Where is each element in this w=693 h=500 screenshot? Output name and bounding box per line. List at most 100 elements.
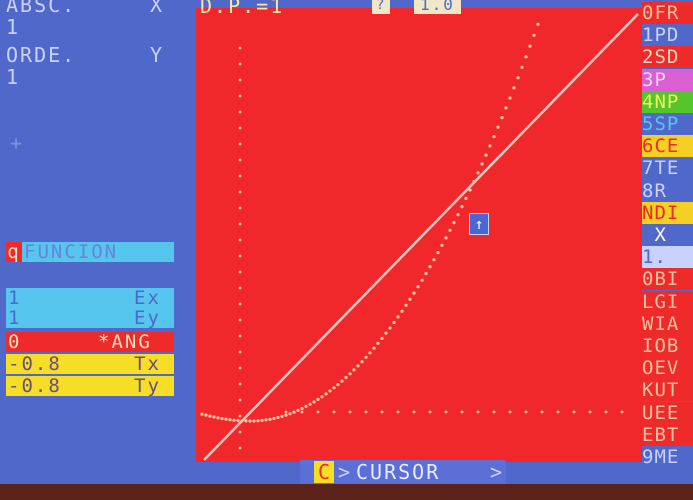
axis-dot [364, 410, 368, 414]
axis-dot [238, 62, 242, 66]
menu-item[interactable]: EBT [642, 423, 693, 446]
axis-dot [238, 382, 242, 386]
curve-dot [460, 205, 464, 209]
curve-dot [340, 379, 344, 383]
curve-dot [520, 65, 524, 69]
axis-dot [238, 286, 242, 290]
axis-dot [540, 410, 544, 414]
curve-dot [496, 125, 500, 129]
ang-label: *ANG [98, 331, 152, 353]
curve-dot [396, 315, 400, 319]
menu-item[interactable]: NDI [642, 201, 693, 224]
axis-dot [284, 410, 288, 414]
menu-item[interactable]: UEE [642, 401, 693, 424]
curve-dot [428, 265, 432, 269]
axis-dot [238, 302, 242, 306]
ty-label: Ty [134, 375, 161, 397]
menu-item[interactable]: 1PD [642, 24, 693, 47]
curve-dot [532, 33, 536, 37]
menu-item[interactable]: 3P [642, 68, 693, 91]
menu-item[interactable]: 5SP [642, 113, 693, 135]
axis-dot [238, 366, 242, 370]
menu-item[interactable]: 6CE [642, 135, 693, 158]
menu-item[interactable]: IOB [642, 335, 693, 357]
axis-dot [238, 238, 242, 242]
menu-item[interactable]: 0FR [642, 2, 693, 24]
ex-field[interactable]: 1 Ex [6, 288, 174, 308]
curve-dot [288, 412, 292, 416]
menu-item[interactable]: 1. [642, 246, 693, 269]
menu-item[interactable]: 0BI [642, 268, 693, 291]
menu-item[interactable]: 2SD [642, 46, 693, 69]
ty-field[interactable]: -0.8 Ty [6, 376, 174, 396]
curve-dot [416, 285, 420, 289]
curve-dot [324, 392, 328, 396]
axis-dot [238, 142, 242, 146]
menu-item[interactable]: 4NP [642, 90, 693, 113]
curve-dot [312, 400, 316, 404]
curve-dot [264, 418, 268, 422]
curve-dot [332, 386, 336, 390]
curve-dot [356, 364, 360, 368]
axis-dot [238, 110, 242, 114]
menu-item[interactable]: X [642, 224, 693, 246]
curve-dot [240, 419, 244, 423]
curve-dot [456, 213, 460, 217]
ang-field[interactable]: 0 *ANG [6, 332, 174, 352]
up-arrow-icon[interactable]: ↑ [469, 213, 489, 235]
curve-dot [200, 412, 204, 416]
curve-dot [388, 326, 392, 330]
curve-dot [492, 135, 496, 139]
curve-dot [220, 417, 224, 421]
plot-area[interactable]: ↑ [196, 8, 642, 462]
menu-item[interactable]: 8R [642, 179, 693, 202]
axis-dot [396, 410, 400, 414]
curve-dot [432, 258, 436, 262]
tx-field[interactable]: -0.8 Tx [6, 354, 174, 374]
menu-item[interactable]: LGI [642, 290, 693, 313]
axis-dot [588, 410, 592, 414]
menu-item[interactable]: OEV [642, 357, 693, 380]
curve-dot [528, 44, 532, 48]
menu-item[interactable]: 9ME [642, 446, 693, 468]
curve-dot [204, 413, 208, 417]
axis-dot [238, 254, 242, 258]
menu-item[interactable]: KUT [642, 379, 693, 402]
tx-label: Tx [134, 353, 161, 375]
zx-screen: ABSC. X 1 ORDE. Y 1 + q FUNCION 1 Ex 1 E… [0, 0, 693, 484]
parabola-curve [200, 22, 540, 423]
curve-dot [420, 278, 424, 282]
menu-item[interactable]: 7TE [642, 157, 693, 180]
ex-label: Ex [134, 287, 161, 309]
curve-dot [472, 179, 476, 184]
curve-dot [308, 402, 312, 406]
curve-dot [328, 389, 332, 393]
axis-dot [620, 410, 624, 414]
funcion-row[interactable]: q FUNCION [6, 242, 174, 262]
dp-text: D.P.=1 [200, 0, 285, 18]
curve-dot [412, 291, 416, 295]
axis-dot [300, 410, 304, 414]
curve-dot [228, 418, 232, 422]
curve-dot [336, 383, 340, 387]
curve-dot [344, 375, 348, 380]
curve-dot [380, 336, 384, 340]
menu-item[interactable]: WIA [642, 312, 693, 335]
ey-value: 1 [8, 307, 22, 329]
curve-dot [364, 355, 368, 359]
axis-dot [428, 410, 432, 414]
axis-dot [508, 410, 512, 414]
command-menu: 0FR 1PD 2SD 3P 4NP 5SP 6CE 7TE 8R NDI X 1. 0BI LGI WI… [642, 0, 693, 470]
curve-dot [516, 76, 520, 80]
curve-dot [376, 341, 380, 345]
curve-dot [292, 410, 296, 414]
cursor-bar[interactable]: C > CURSOR > [300, 460, 506, 484]
bezel [0, 484, 693, 500]
curve-dot [524, 55, 528, 59]
ey-field[interactable]: 1 Ey [6, 308, 174, 328]
axis-dot [238, 46, 242, 50]
curve-dot [484, 153, 488, 157]
cursor-arrow-left-icon: > [338, 460, 351, 484]
curve-dot [244, 419, 248, 423]
curve-dot [504, 106, 508, 110]
